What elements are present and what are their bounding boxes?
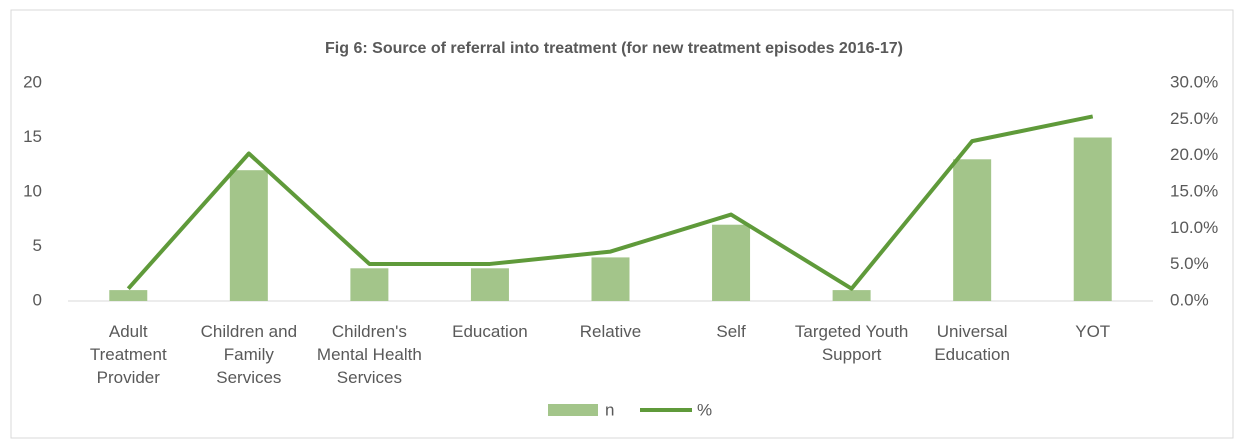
y-tick-label: 5 bbox=[33, 236, 42, 255]
legend-swatch bbox=[548, 404, 598, 416]
y2-tick-label: 20.0% bbox=[1170, 145, 1218, 164]
bar bbox=[591, 257, 630, 301]
x-tick-label: YOT bbox=[1075, 322, 1111, 341]
y2-tick-label: 10.0% bbox=[1170, 218, 1218, 237]
bar bbox=[470, 268, 509, 301]
y-tick-label: 20 bbox=[23, 72, 42, 91]
x-tick-label: Adult Treatment Provider bbox=[89, 322, 167, 387]
y-tick-label: 0 bbox=[33, 290, 42, 309]
legend-label: n bbox=[605, 400, 614, 419]
bar bbox=[712, 224, 751, 301]
chart-border bbox=[10, 9, 1234, 439]
legend-label: % bbox=[697, 400, 712, 419]
x-tick-label: Universal Education bbox=[934, 322, 1010, 364]
bar bbox=[229, 170, 268, 301]
bar bbox=[1073, 137, 1112, 301]
y2-tick-label: 5.0% bbox=[1170, 254, 1209, 273]
chart-title: Fig 6: Source of referral into treatment… bbox=[325, 40, 903, 57]
y2-tick-label: 25.0% bbox=[1170, 109, 1218, 128]
x-tick-label: Children and Family Services bbox=[200, 322, 298, 387]
y2-tick-label: 30.0% bbox=[1170, 72, 1218, 91]
bar bbox=[953, 159, 992, 301]
bar bbox=[350, 268, 389, 301]
x-tick-label: Self bbox=[716, 322, 746, 341]
y2-tick-label: 15.0% bbox=[1170, 181, 1218, 200]
bar bbox=[832, 290, 871, 301]
x-tick-label: Education bbox=[452, 322, 528, 341]
y-tick-label: 15 bbox=[23, 127, 42, 146]
x-tick-label: Targeted Youth Support bbox=[794, 322, 909, 364]
line bbox=[126, 114, 1094, 291]
y2-tick-label: 0.0% bbox=[1170, 290, 1209, 309]
x-tick-label: Children's Mental Health Services bbox=[316, 322, 422, 387]
bar bbox=[109, 290, 148, 301]
y-tick-label: 10 bbox=[23, 181, 42, 200]
x-tick-label: Relative bbox=[579, 322, 642, 341]
